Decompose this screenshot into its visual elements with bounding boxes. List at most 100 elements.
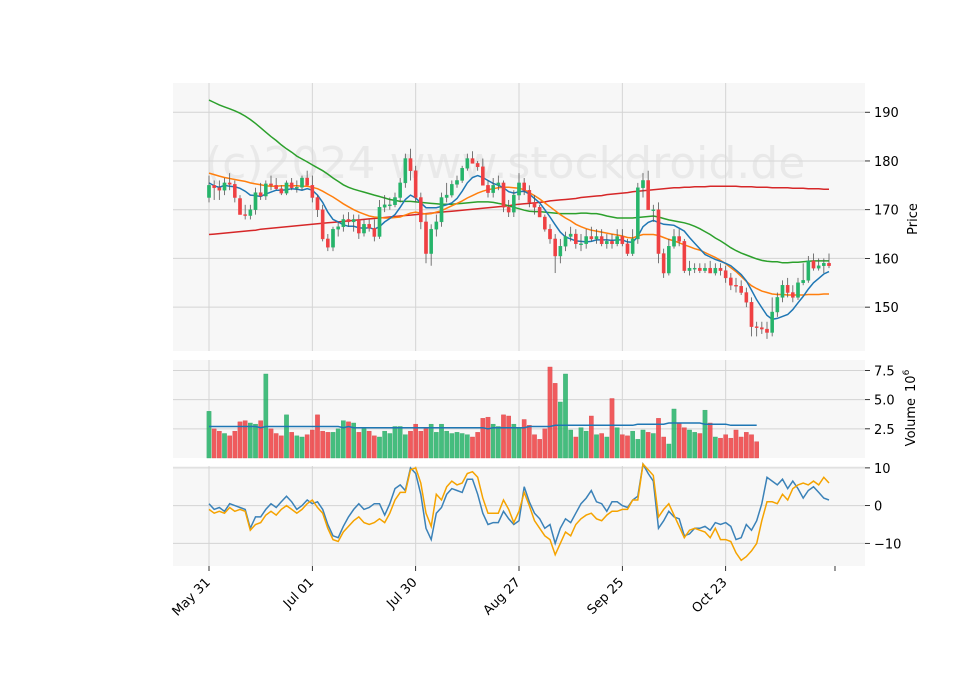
volume-bar	[578, 427, 584, 459]
volume-bar	[268, 428, 274, 459]
candle-body	[796, 282, 800, 298]
candle-body	[517, 182, 521, 196]
volume-bar	[620, 434, 625, 459]
volume-bar	[614, 427, 620, 459]
candle-body	[827, 263, 831, 266]
volume-bar	[718, 437, 723, 459]
candle-body	[532, 202, 537, 208]
candle-body	[718, 267, 723, 271]
candle-body	[398, 182, 402, 198]
volume-bar	[294, 435, 300, 459]
candle-body	[253, 192, 258, 210]
volume-bar	[573, 436, 579, 459]
volume-bar	[217, 430, 222, 459]
candle-body	[222, 182, 227, 191]
volume-bar	[454, 432, 460, 459]
volume-bar	[516, 427, 522, 459]
volume-bar	[335, 428, 341, 459]
volume-bar	[640, 429, 646, 459]
x-tick-label: Oct 23	[689, 575, 730, 616]
volume-bar	[392, 426, 398, 459]
candle-body	[315, 197, 320, 210]
volume-bar	[702, 409, 708, 459]
volume-bar	[485, 416, 491, 459]
candle-body	[403, 158, 408, 184]
volume-bar	[604, 436, 610, 459]
volume-bar	[501, 414, 506, 459]
candle-body	[723, 270, 728, 279]
volume-bar	[542, 428, 548, 459]
volume-bar	[222, 433, 227, 459]
volume-bar	[594, 434, 599, 459]
volume-bar	[413, 423, 418, 459]
x-tick-label: Jul 01	[280, 575, 317, 612]
candle-body	[713, 267, 718, 274]
price-tick-label: 190	[874, 106, 899, 121]
volume-tick-label: 5.0	[874, 394, 895, 409]
volume-tick-label: 2.5	[874, 423, 895, 438]
candle-body	[749, 302, 754, 327]
volume-bar	[470, 436, 475, 459]
volume-bar	[248, 422, 253, 459]
volume-bar	[387, 433, 393, 459]
volume-bar	[547, 366, 553, 459]
candle-body	[672, 236, 676, 247]
volume-bar	[563, 373, 568, 459]
volume-bar	[537, 439, 542, 459]
candle-body	[248, 209, 253, 216]
volume-bar	[361, 428, 367, 459]
candle-body	[362, 224, 366, 234]
volume-bar	[630, 430, 635, 459]
candle-body	[212, 185, 216, 188]
oscillator-tick-label: −10	[874, 537, 901, 552]
candle-body	[227, 182, 232, 185]
candle-body	[274, 185, 278, 189]
candle-body	[605, 241, 609, 244]
volume-bar	[583, 430, 589, 459]
candle-body	[295, 187, 299, 189]
volume-bar	[707, 422, 713, 459]
candle-body	[320, 209, 325, 240]
candle-body	[346, 219, 351, 223]
candle-body	[822, 263, 826, 266]
candle-body	[682, 241, 687, 271]
volume-bar	[666, 443, 672, 459]
candle-body	[264, 183, 268, 197]
candle-body	[496, 182, 501, 186]
volume-bar	[408, 430, 413, 459]
candle-body	[729, 277, 733, 286]
candle-body	[770, 311, 774, 333]
volume-bar	[723, 434, 728, 459]
volume-bar	[351, 422, 356, 459]
candle-body	[615, 236, 619, 244]
candle-body	[625, 243, 630, 254]
volume-bar	[341, 420, 346, 459]
volume-bar	[599, 433, 604, 459]
candle-body	[775, 297, 780, 313]
volume-bar	[263, 373, 269, 459]
volume-bar	[377, 436, 382, 459]
candle-body	[207, 185, 211, 198]
candle-body	[388, 204, 392, 207]
volume-bar	[589, 415, 594, 459]
price-tick-label: 150	[874, 301, 899, 316]
volume-bar	[687, 429, 692, 459]
volume-bar	[423, 428, 429, 459]
candle-body	[491, 185, 495, 193]
candle-body	[419, 197, 423, 223]
candle-body	[791, 292, 795, 298]
candle-body	[543, 216, 547, 230]
candle-body	[439, 197, 444, 223]
candle-body	[599, 236, 604, 244]
candle-body	[610, 241, 614, 244]
volume-bar	[521, 419, 527, 459]
candle-body	[341, 219, 346, 227]
volume-bar	[656, 418, 661, 459]
candle-body	[475, 163, 480, 168]
candle-body	[351, 219, 356, 223]
volume-bar	[568, 429, 573, 459]
candle-body	[300, 177, 304, 188]
candle-body	[754, 326, 759, 328]
volume-bar	[645, 432, 651, 459]
volume-bar	[310, 429, 315, 459]
